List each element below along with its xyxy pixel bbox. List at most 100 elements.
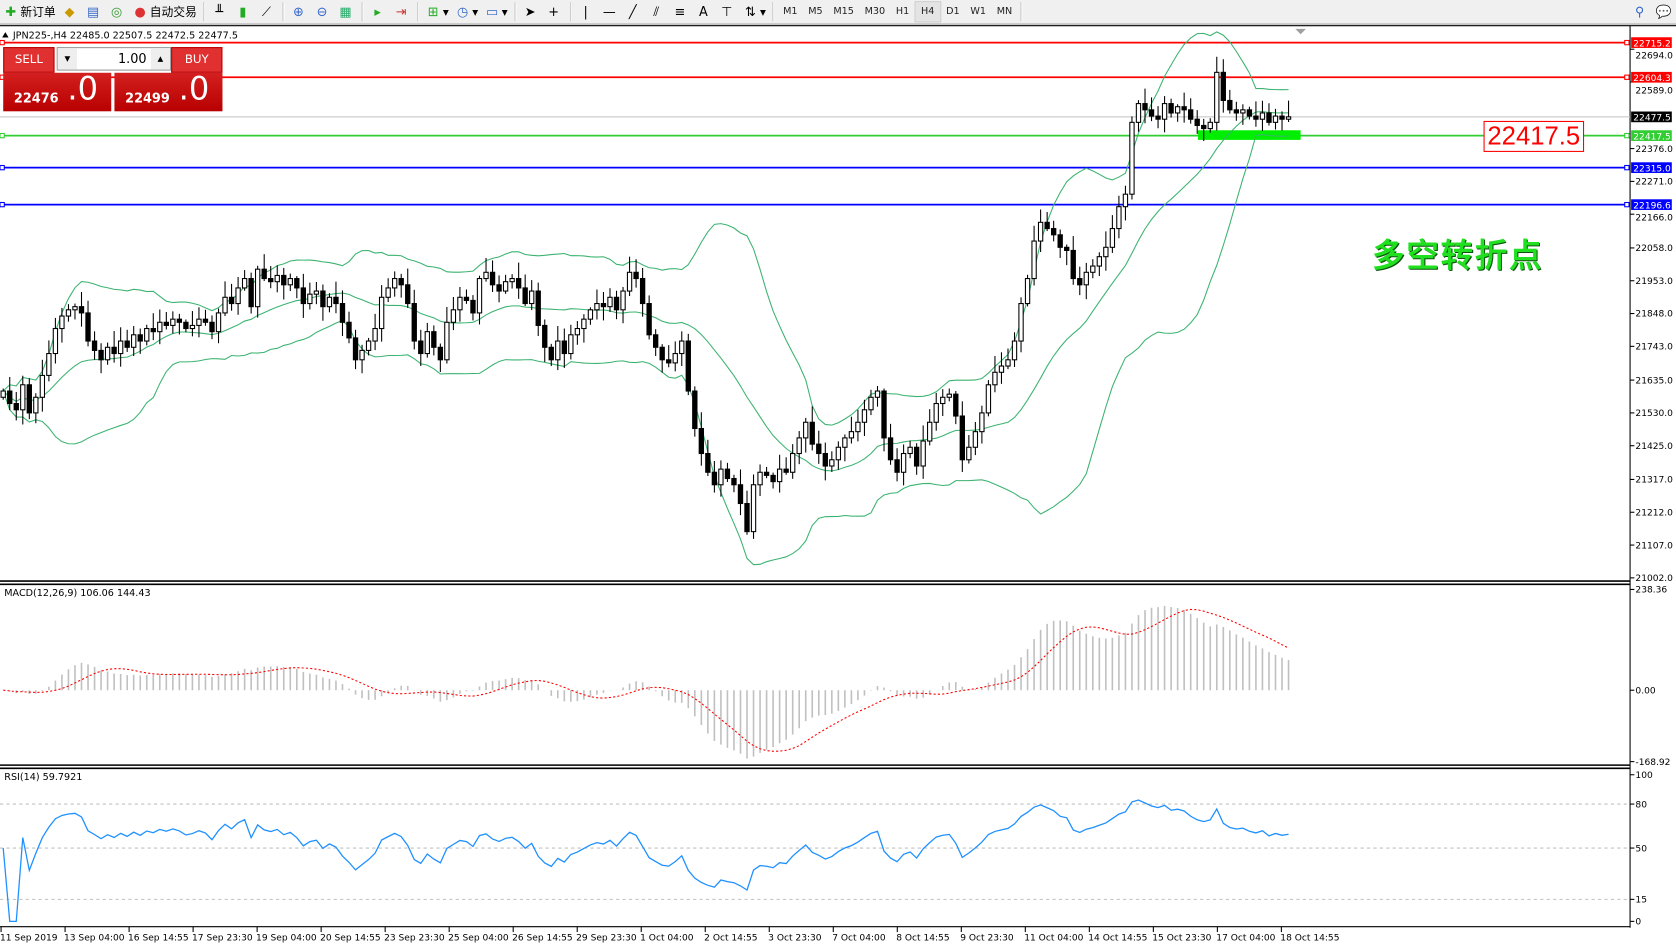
candle-body <box>1050 228 1057 236</box>
zoom-out-icon: ⊖ <box>316 4 328 20</box>
candle <box>1122 185 1129 221</box>
toolbar: ✚ 新订单 ◆ ▤ ◎ ● 自动交易 ╨ ▮ ⟋ ⊕ ⊖ ▦ ▸ ⇥ ⊞ ▾ ◷ ▾ ▭… <box>0 0 1676 25</box>
tile-windows-button[interactable]: ▦ <box>335 1 359 22</box>
candle-body <box>111 346 117 355</box>
sell-price[interactable]: 22476 .0 <box>3 71 112 112</box>
timeframe-m1[interactable]: M1 <box>783 6 798 18</box>
templates-button[interactable]: ▭ ▾ <box>486 4 508 20</box>
signals-button[interactable]: ◎ <box>106 1 130 22</box>
candle-body <box>483 271 489 280</box>
timeframe-w1[interactable]: W1 <box>970 6 987 18</box>
timeframe-h4[interactable]: H4 <box>914 1 941 23</box>
candle-chart-button[interactable]: ▮ <box>232 1 256 22</box>
timeframe-d1[interactable]: D1 <box>946 6 960 18</box>
horizontal-line-button[interactable]: — <box>599 1 623 22</box>
macd-tick-label: 0.00 <box>1635 686 1655 696</box>
clock-icon: ◷ <box>457 4 469 20</box>
buy-button[interactable]: BUY <box>171 47 223 73</box>
periods-button[interactable]: ◷ ▾ <box>457 4 479 20</box>
candle <box>1109 215 1116 253</box>
candle <box>757 464 763 497</box>
collapse-triangle-icon[interactable] <box>2 32 9 38</box>
candle-body <box>1037 221 1044 242</box>
price-annotation-label[interactable]: 22417.5 <box>1483 120 1585 152</box>
candle-body <box>705 452 711 473</box>
text-label-button[interactable]: ⊤ <box>716 1 740 22</box>
timeframe-m15[interactable]: M15 <box>833 6 854 18</box>
zoom-out-button[interactable]: ⊖ <box>311 1 335 22</box>
candle <box>137 328 143 354</box>
candle <box>737 469 744 516</box>
candle-body <box>281 274 287 286</box>
candle-body <box>979 412 985 433</box>
text-button[interactable]: A <box>693 1 717 22</box>
timeframe-mn[interactable]: MN <box>996 6 1013 18</box>
time-tick-label: 8 Oct 14:55 <box>896 934 949 944</box>
candle <box>392 271 398 297</box>
arrows-button[interactable]: ⇅ ▾ <box>740 1 769 22</box>
candle-body <box>1018 303 1024 342</box>
candle <box>607 288 613 312</box>
candle <box>20 375 26 425</box>
candle-body <box>966 446 972 461</box>
lot-size-input[interactable]: ▼ 1.00 ▲ <box>56 47 172 71</box>
candle <box>626 256 633 297</box>
candle <box>542 319 548 362</box>
chart-shift-button[interactable]: ⇥ <box>390 1 414 22</box>
cursor-button[interactable]: ➤ <box>519 1 543 22</box>
auto-scroll-button[interactable]: ▸ <box>367 1 391 22</box>
bar-chart-button[interactable]: ╨ <box>209 1 233 22</box>
document-icon: ▤ <box>86 4 100 20</box>
turning-point-annotation[interactable]: 多空转折点 <box>1372 237 1544 276</box>
buy-price[interactable]: 22499 .0 <box>114 71 223 112</box>
crosshair-icon: + <box>548 4 559 20</box>
new-order-button[interactable]: ✚ 新订单 <box>0 1 59 22</box>
candle-body <box>202 318 209 323</box>
candle <box>587 307 594 325</box>
price-tick-label: 21317.0 <box>1635 476 1673 486</box>
line-chart-icon: ⟋ <box>261 4 271 20</box>
trendline-button[interactable]: ╱ <box>622 1 646 22</box>
sell-button[interactable]: SELL <box>3 47 55 73</box>
candle-body <box>1077 278 1083 286</box>
market-watch-button[interactable]: ▤ <box>82 1 106 22</box>
vertical-line-button[interactable]: | <box>575 1 599 22</box>
line-chart-button[interactable]: ⟋ <box>256 1 280 22</box>
candle <box>874 386 881 407</box>
candle <box>685 333 691 396</box>
timeframe-m5[interactable]: M5 <box>808 6 823 18</box>
candle-body <box>633 271 639 280</box>
candle <box>13 391 19 421</box>
equidistant-channel-button[interactable]: ⫽ <box>646 1 670 22</box>
price-tick-label: 21743.0 <box>1635 343 1673 353</box>
lot-increase-icon[interactable]: ▲ <box>150 48 171 70</box>
candle <box>1018 297 1024 353</box>
candle <box>842 434 848 462</box>
fibonacci-button[interactable]: ≡ <box>669 1 693 22</box>
price-tick-label: 21002.0 <box>1635 574 1673 584</box>
chart-shift-marker[interactable] <box>1295 28 1306 35</box>
lot-decrease-icon[interactable]: ▼ <box>57 48 78 70</box>
level-handle <box>1624 132 1630 139</box>
timeframe-m30[interactable]: M30 <box>864 6 886 18</box>
candle-body <box>320 290 326 308</box>
candle-body <box>1266 112 1272 123</box>
experts-button[interactable]: ◆ <box>59 1 83 22</box>
candle-body <box>927 421 933 442</box>
timeframe-h1[interactable]: H1 <box>895 6 910 18</box>
zoom-in-button[interactable]: ⊕ <box>288 1 312 22</box>
candle <box>287 273 293 292</box>
candle <box>359 344 365 374</box>
search-button[interactable]: ⚲ <box>1629 1 1653 22</box>
lot-size-value[interactable]: 1.00 <box>117 51 147 67</box>
crosshair-button[interactable]: + <box>543 1 567 22</box>
candle <box>946 388 952 402</box>
candle-body <box>940 396 946 405</box>
indicators-button[interactable]: ⊞ ▾ <box>422 1 451 22</box>
auto-trading-button[interactable]: ● 自动交易 <box>134 4 197 20</box>
level-price-tag-label: 22315.0 <box>1633 164 1671 174</box>
candle-body <box>20 384 26 411</box>
text-label-icon: ⊤ <box>721 4 733 20</box>
chat-button[interactable]: 💬 <box>1653 1 1676 22</box>
